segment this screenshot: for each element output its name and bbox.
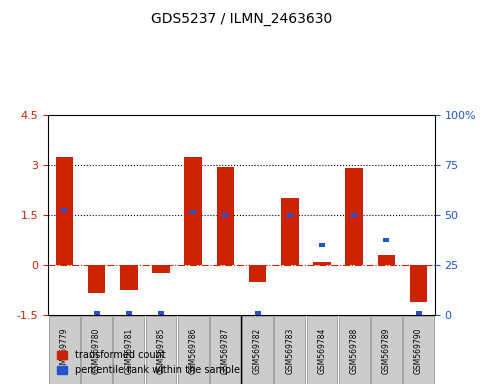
Bar — [88, 265, 105, 293]
Text: GSM569787: GSM569787 — [221, 327, 230, 374]
Text: GSM569782: GSM569782 — [253, 327, 262, 374]
Bar — [216, 167, 234, 265]
Bar — [287, 213, 293, 217]
Bar — [410, 265, 427, 301]
Bar — [313, 262, 331, 265]
FancyBboxPatch shape — [371, 316, 402, 384]
Bar — [319, 243, 325, 247]
FancyBboxPatch shape — [145, 316, 176, 384]
Text: GSM569789: GSM569789 — [382, 327, 391, 374]
FancyBboxPatch shape — [242, 316, 273, 384]
FancyBboxPatch shape — [210, 316, 241, 384]
Bar — [351, 213, 357, 217]
Text: GSM569786: GSM569786 — [189, 327, 198, 374]
Legend: transformed count, percentile rank within the sample: transformed count, percentile rank withi… — [53, 346, 243, 379]
Text: GSM569784: GSM569784 — [317, 327, 327, 374]
Bar — [152, 265, 170, 273]
FancyBboxPatch shape — [114, 316, 144, 384]
Text: GSM569781: GSM569781 — [124, 327, 133, 374]
FancyBboxPatch shape — [339, 316, 369, 384]
FancyBboxPatch shape — [403, 316, 434, 384]
Bar — [158, 311, 164, 315]
Text: GSM569788: GSM569788 — [350, 327, 359, 374]
Text: GSM569785: GSM569785 — [156, 327, 166, 374]
Bar — [94, 311, 99, 315]
Bar — [384, 238, 389, 242]
Bar — [249, 265, 267, 281]
Bar — [61, 208, 68, 212]
Bar — [255, 311, 261, 315]
Bar — [126, 311, 132, 315]
Text: GSM569790: GSM569790 — [414, 327, 423, 374]
Bar — [222, 213, 228, 217]
Bar — [185, 157, 202, 265]
FancyBboxPatch shape — [49, 316, 80, 384]
Bar — [378, 255, 395, 265]
Bar — [190, 210, 196, 214]
Text: GSM569783: GSM569783 — [285, 327, 294, 374]
FancyBboxPatch shape — [274, 316, 305, 384]
Text: GSM569779: GSM569779 — [60, 327, 69, 374]
Bar — [56, 157, 73, 265]
Bar — [120, 265, 138, 290]
Text: GDS5237 / ILMN_2463630: GDS5237 / ILMN_2463630 — [151, 12, 332, 25]
Bar — [345, 169, 363, 265]
FancyBboxPatch shape — [178, 316, 209, 384]
Bar — [281, 199, 298, 265]
FancyBboxPatch shape — [81, 316, 112, 384]
FancyBboxPatch shape — [307, 316, 338, 384]
Bar — [415, 311, 422, 315]
Text: GSM569780: GSM569780 — [92, 327, 101, 374]
